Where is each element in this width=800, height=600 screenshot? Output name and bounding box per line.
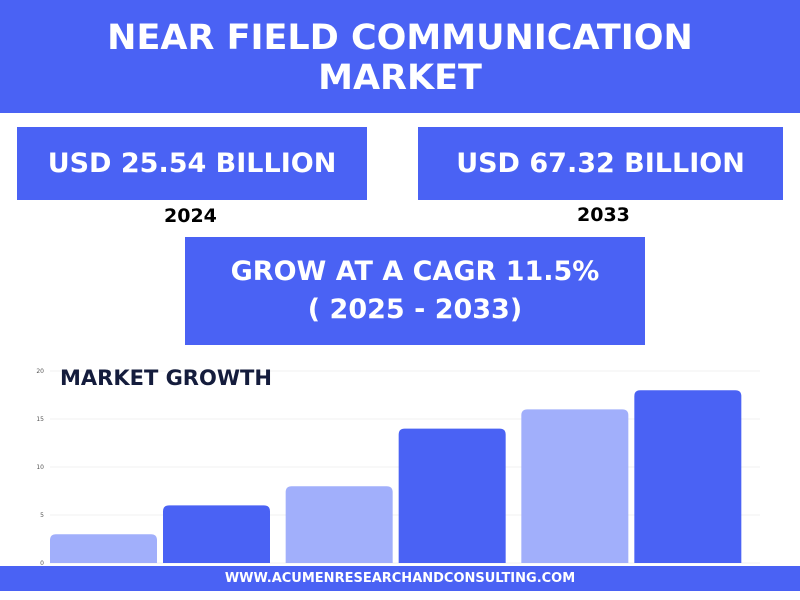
cagr-box: GROW AT A CAGR 11.5% ( 2025 - 2033) xyxy=(185,237,645,345)
bar xyxy=(398,428,506,563)
bar xyxy=(285,486,393,563)
y-tick-label: 0 xyxy=(40,560,44,567)
header-banner: NEAR FIELD COMMUNICATION MARKET xyxy=(0,0,800,113)
footer-url: WWW.ACUMENRESEARCHANDCONSULTING.COM xyxy=(0,566,800,591)
value-2024-box: USD 25.54 BILLION xyxy=(17,127,367,200)
chart-title: MARKET GROWTH xyxy=(60,366,272,390)
bar xyxy=(634,390,742,563)
bar xyxy=(50,534,157,563)
year-2033: 2033 xyxy=(577,204,630,226)
cagr-text: GROW AT A CAGR 11.5% xyxy=(230,256,600,287)
y-tick-label: 5 xyxy=(40,512,44,519)
y-tick-label: 10 xyxy=(36,464,44,471)
value-2033-box: USD 67.32 BILLION xyxy=(418,127,783,200)
value-2024: USD 25.54 BILLION xyxy=(47,148,337,179)
cagr-period: ( 2025 - 2033) xyxy=(307,294,523,325)
value-2033: USD 67.32 BILLION xyxy=(456,148,745,179)
title-line-2: MARKET xyxy=(318,58,482,98)
year-2024: 2024 xyxy=(164,205,217,227)
bar xyxy=(163,505,270,563)
y-tick-label: 15 xyxy=(36,416,44,423)
y-tick-label: 20 xyxy=(36,368,44,375)
title-line-1: NEAR FIELD COMMUNICATION xyxy=(107,18,693,58)
bar xyxy=(521,409,629,563)
